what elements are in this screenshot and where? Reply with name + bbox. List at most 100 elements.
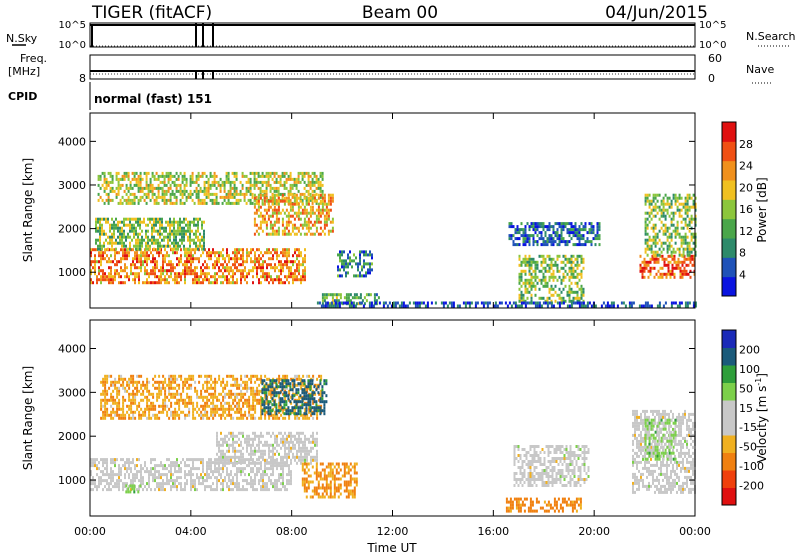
data-cell-ground-scatter-arc xyxy=(226,449,228,453)
data-cell-ground-scatter-main xyxy=(166,458,168,462)
data-cell-upper-band xyxy=(225,201,228,205)
data-cell-mixed-upper xyxy=(104,398,107,402)
data-cell-mixed-upper xyxy=(206,413,209,417)
data-cell-evening-f-region xyxy=(102,275,104,279)
data-cell-evening-f-region xyxy=(124,251,126,255)
data-cell-arc-band xyxy=(271,193,274,197)
data-cell-e-region-line xyxy=(532,301,535,305)
data-cell-dusk-upper xyxy=(650,226,653,230)
data-cell-e-region-line xyxy=(330,301,333,305)
data-cell-mixed-upper xyxy=(206,374,209,378)
data-cell-upper-band xyxy=(173,192,176,196)
data-cell-ground-scatter-main xyxy=(196,488,198,492)
data-cell-ground-scatter-arc xyxy=(222,455,224,459)
data-cell-mixed-upper xyxy=(120,407,123,411)
data-cell-evening-f-region xyxy=(284,260,286,264)
data-cell-ground-scatter-main xyxy=(190,467,192,471)
data-cell-ground-scatter-main xyxy=(258,458,260,462)
data-cell-upper-band xyxy=(171,201,174,205)
data-cell-afternoon-patch xyxy=(580,257,583,261)
data-cell-upper-band xyxy=(231,192,234,196)
data-cell-evening-f-lower xyxy=(151,235,153,239)
data-cell-late-arc xyxy=(512,225,515,229)
data-cell-upper-band xyxy=(101,198,104,202)
data-cell-mixed-upper xyxy=(158,389,161,393)
data-cell-afternoon-patch xyxy=(554,263,557,267)
data-cell-evening-f-region xyxy=(190,269,192,273)
data-cell-mixed-upper xyxy=(112,398,115,402)
data-cell-ground-scatter-arc xyxy=(240,431,242,435)
data-cell-mixed-upper xyxy=(136,407,139,411)
data-cell-evening-f-lower xyxy=(109,241,111,245)
data-cell-evening-f-lower xyxy=(111,217,113,221)
data-cell-evening-f-region xyxy=(180,257,182,261)
data-cell-ground-scatter-main xyxy=(192,464,194,468)
data-cell-late-arc xyxy=(552,228,555,232)
data-cell-ground-scatter-arc xyxy=(254,431,256,435)
data-cell-upper-band xyxy=(225,177,228,181)
data-cell-ground-scatter-main xyxy=(262,485,264,489)
data-cell-evening-f-lower xyxy=(119,232,121,236)
data-cell-arc-band xyxy=(295,196,298,200)
data-cell-late-arc xyxy=(568,234,571,238)
data-cell-arc-band xyxy=(293,211,296,215)
data-cell-mixed-upper xyxy=(180,410,183,414)
data-cell-mixed-upper xyxy=(164,380,167,384)
data-cell-near-range-echo xyxy=(361,299,364,303)
data-cell-mixed-upper xyxy=(206,380,209,384)
data-cell-late-arc xyxy=(586,237,589,241)
data-cell-e-region-line xyxy=(382,304,385,308)
data-cell-ground-scatter-arc xyxy=(276,434,278,438)
data-cell-dusk-upper xyxy=(694,220,697,224)
data-cell-upper-band xyxy=(189,180,192,184)
data-cell-ground-scatter-main xyxy=(152,479,154,483)
data-cell-ground-scatter-main xyxy=(178,467,180,471)
data-cell-upper-band xyxy=(281,195,284,199)
data-cell-upper-band xyxy=(161,198,164,202)
data-cell-evening-f-region xyxy=(266,275,268,279)
data-cell-upper-band xyxy=(221,183,224,187)
data-cell-mixed-upper xyxy=(118,389,121,393)
data-cell-ground-scatter-main xyxy=(106,464,108,468)
data-cell-ground-scatter-arc xyxy=(234,458,236,462)
data-cell-mixed-upper xyxy=(130,410,133,414)
data-cell-evening-f-region xyxy=(220,281,222,285)
data-cell-upper-band xyxy=(123,171,126,175)
data-cell-evening-f-region xyxy=(184,260,186,264)
data-cell-dusk-upper xyxy=(656,211,659,215)
data-cell-upper-band xyxy=(289,174,292,178)
data-cell-mid-night-cluster xyxy=(361,250,363,254)
data-cell-mixed-upper xyxy=(116,392,119,396)
data-cell-dusk-upper xyxy=(646,193,649,197)
data-cell-evening-f-region xyxy=(226,275,228,279)
data-cell-ground-scatter-main xyxy=(196,467,198,471)
data-cell-e-region-line xyxy=(646,304,649,308)
data-cell-dusk-upper xyxy=(692,202,695,206)
data-cell-upper-band xyxy=(139,186,142,190)
data-cell-evening-f-lower xyxy=(117,226,119,230)
data-cell-dusk-upper xyxy=(684,217,687,221)
data-cell-evening-f-region xyxy=(196,272,198,276)
data-cell-evening-f-region xyxy=(124,269,126,273)
data-cell-evening-f-region xyxy=(270,278,272,282)
data-cell-evening-f-lower xyxy=(203,235,205,239)
data-cell-ground-scatter-main xyxy=(220,467,222,471)
data-cell-evening-f-lower xyxy=(109,226,111,230)
data-cell-evening-f-lower xyxy=(97,217,99,221)
data-cell-evening-f-region xyxy=(222,248,224,252)
data-cell-evening-f-lower xyxy=(99,235,101,239)
data-cell-dusk-upper xyxy=(672,229,675,233)
data-cell-upper-band xyxy=(159,186,162,190)
data-cell-dusk-upper xyxy=(662,241,665,245)
data-cell-upper-band xyxy=(113,189,116,193)
data-cell-arc-band xyxy=(319,226,322,230)
data-cell-arc-band xyxy=(317,208,320,212)
data-cell-ground-scatter-arc xyxy=(226,443,228,447)
data-cell-arc-band xyxy=(315,220,318,224)
data-cell-dusk-enhancement xyxy=(649,266,652,270)
data-cell-mid-night-cluster xyxy=(347,253,349,257)
data-cell-upper-band xyxy=(203,171,206,175)
data-cell-evening-f-region xyxy=(252,248,254,252)
data-cell-mixed-upper xyxy=(192,377,195,381)
data-cell-mixed-upper xyxy=(114,377,117,381)
